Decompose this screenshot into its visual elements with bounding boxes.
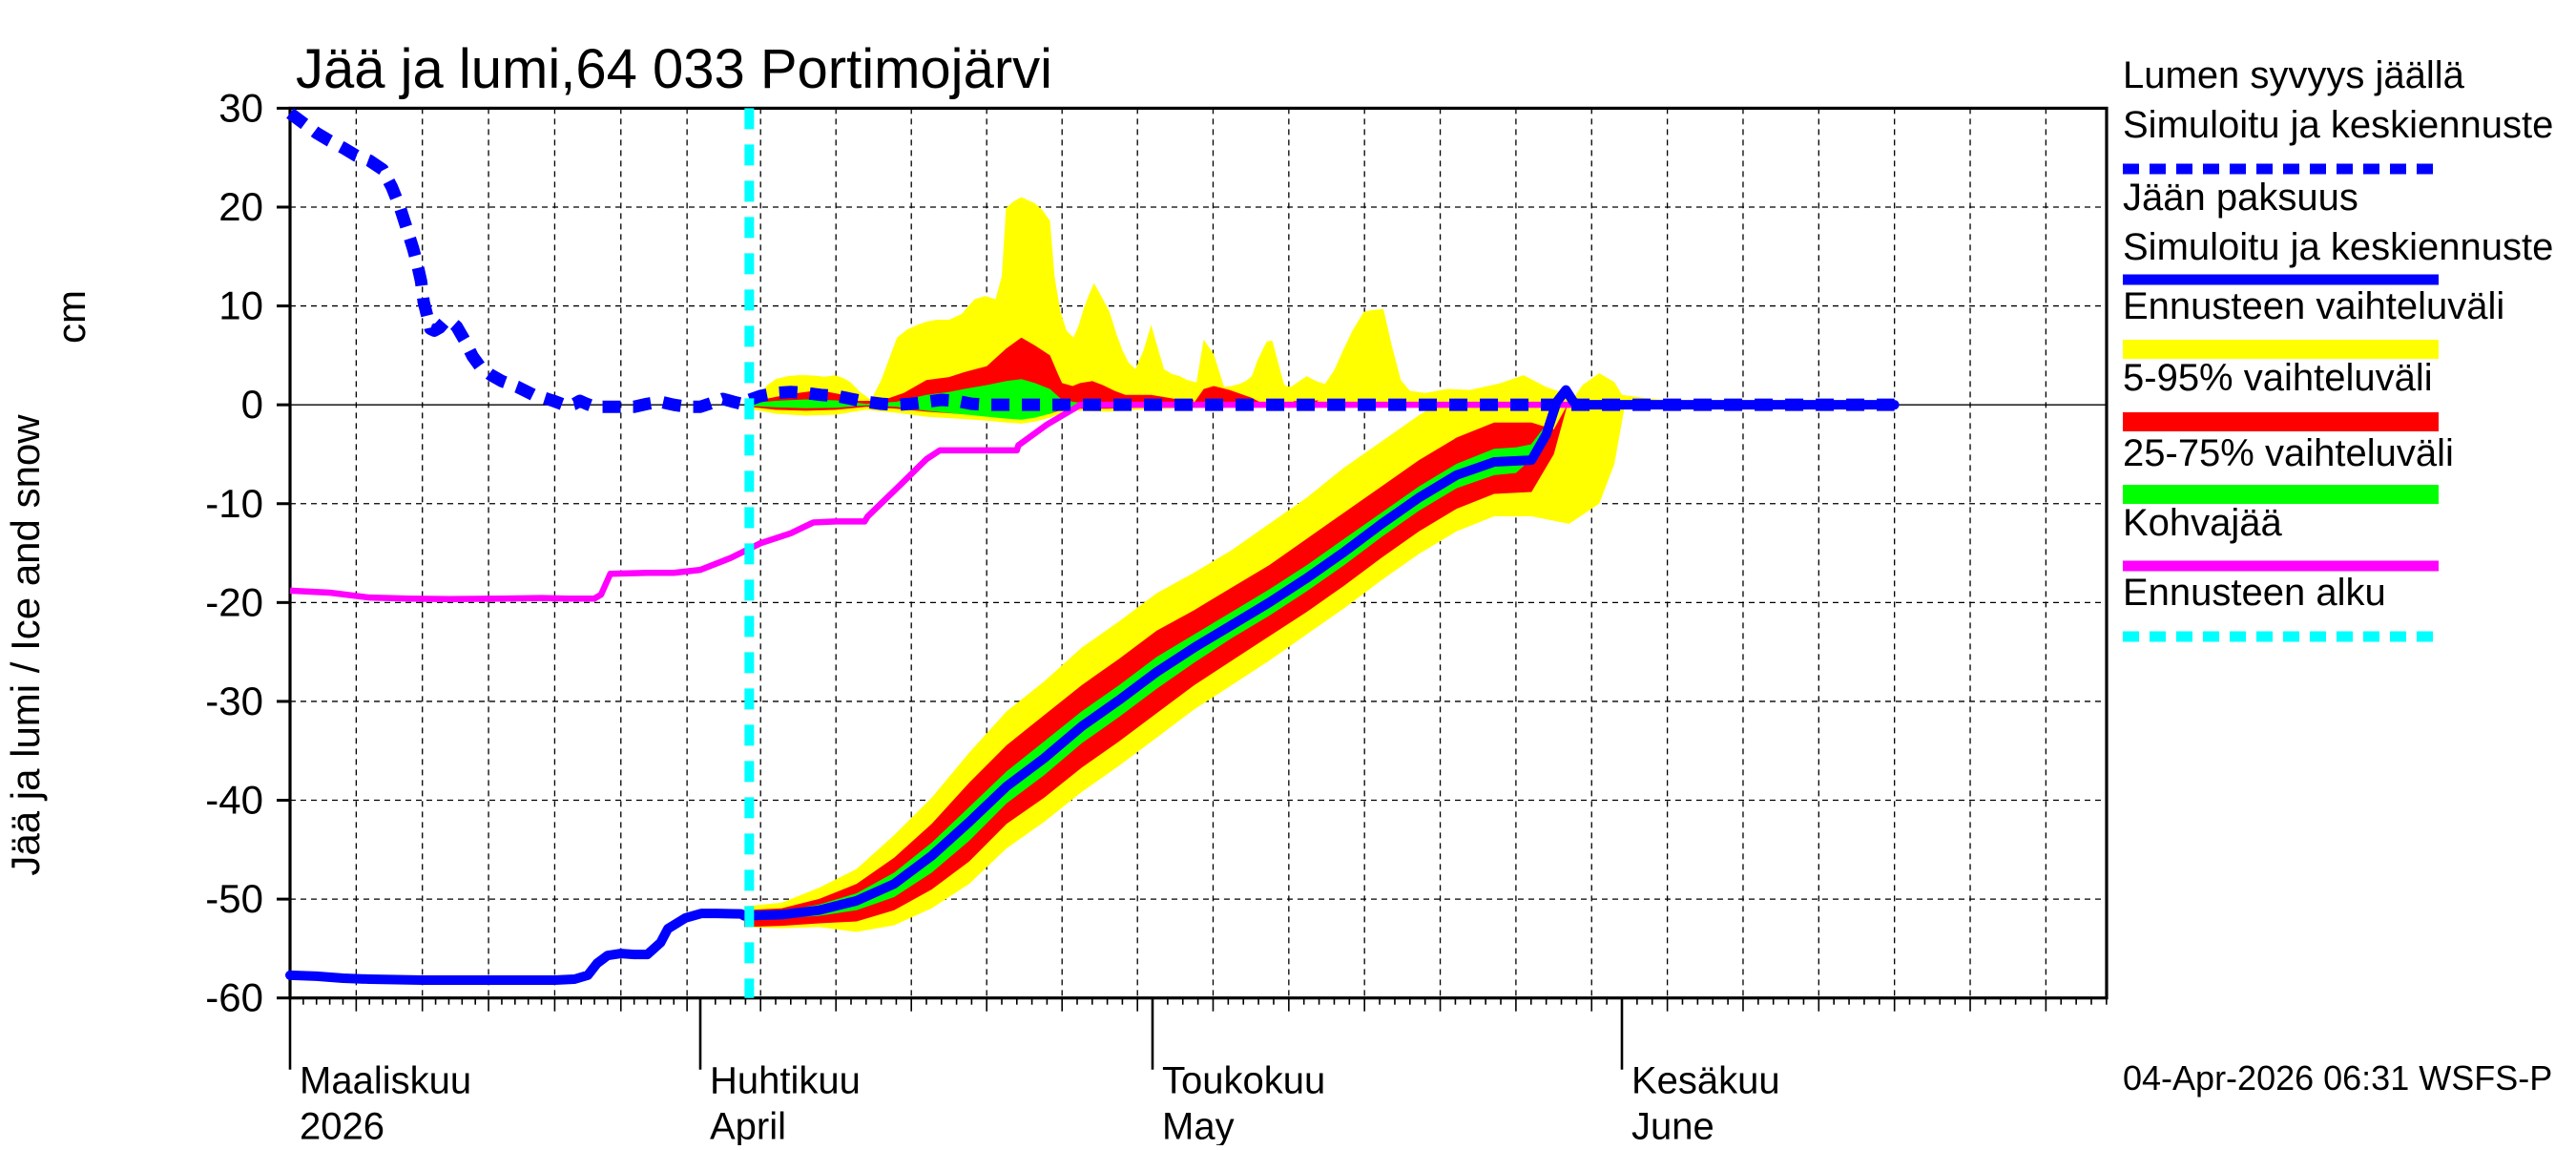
svg-text:0: 0: [241, 382, 263, 427]
svg-text:-20: -20: [205, 579, 263, 624]
svg-text:Simuloitu ja keskiennuste: Simuloitu ja keskiennuste: [2123, 226, 2553, 268]
svg-text:2026: 2026: [300, 1106, 384, 1145]
svg-text:Ennusteen vaihteluväli: Ennusteen vaihteluväli: [2123, 285, 2504, 327]
svg-text:Ennusteen alku: Ennusteen alku: [2123, 572, 2386, 614]
svg-text:-50: -50: [205, 876, 263, 921]
svg-text:-40: -40: [205, 778, 263, 823]
svg-text:25-75% vaihteluväli: 25-75% vaihteluväli: [2123, 432, 2454, 474]
svg-text:Maaliskuu: Maaliskuu: [300, 1060, 471, 1102]
svg-text:Lumen syvyys jäällä: Lumen syvyys jäällä: [2123, 54, 2465, 96]
svg-text:Jään paksuus: Jään paksuus: [2123, 177, 2358, 219]
svg-text:-60: -60: [205, 975, 263, 1020]
svg-text:20: 20: [218, 184, 263, 229]
svg-text:-30: -30: [205, 679, 263, 723]
svg-text:-10: -10: [205, 481, 263, 526]
svg-text:Kesäkuu: Kesäkuu: [1631, 1060, 1780, 1102]
svg-text:10: 10: [218, 283, 263, 328]
svg-text:5-95% vaihteluväli: 5-95% vaihteluväli: [2123, 357, 2433, 399]
svg-text:04-Apr-2026 06:31 WSFS-P: 04-Apr-2026 06:31 WSFS-P: [2123, 1058, 2552, 1098]
svg-text:June: June: [1631, 1106, 1714, 1145]
svg-text:Jää ja lumi / Ice and snow: Jää ja lumi / Ice and snow: [3, 414, 48, 876]
svg-text:Huhtikuu: Huhtikuu: [710, 1060, 861, 1102]
svg-text:Toukokuu: Toukokuu: [1162, 1060, 1325, 1102]
svg-text:Simuloitu ja keskiennuste: Simuloitu ja keskiennuste: [2123, 104, 2553, 146]
svg-text:Kohvajää: Kohvajää: [2123, 502, 2283, 544]
svg-text:cm: cm: [49, 290, 93, 344]
svg-text:May: May: [1162, 1106, 1235, 1145]
svg-text:April: April: [710, 1106, 786, 1145]
svg-text:Jää ja lumi,64 033 Portimojärv: Jää ja lumi,64 033 Portimojärvi: [296, 38, 1052, 100]
svg-text:30: 30: [218, 85, 263, 130]
